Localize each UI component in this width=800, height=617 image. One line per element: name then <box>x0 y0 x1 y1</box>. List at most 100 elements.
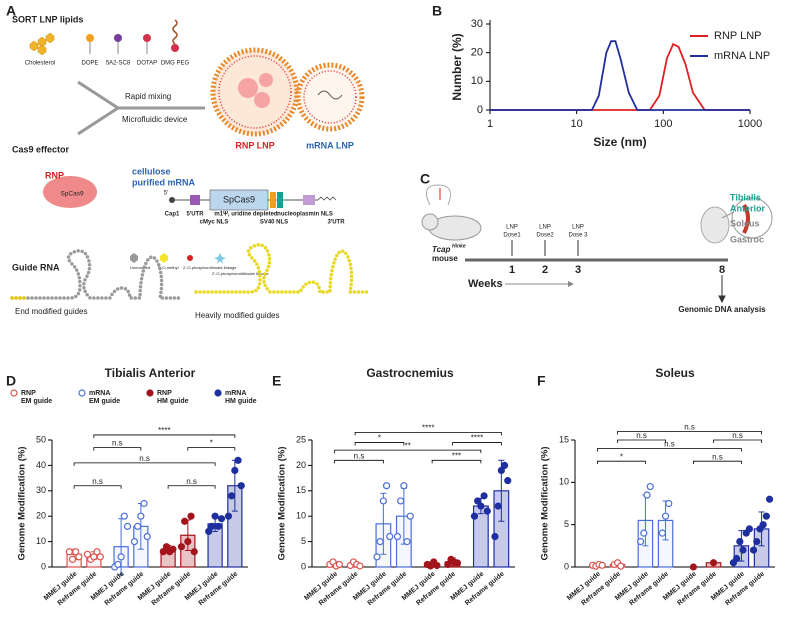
y-tick-label: 10 <box>36 536 46 546</box>
lipid-name: DOPE <box>81 61 98 67</box>
significance-label: n.s <box>186 477 197 486</box>
legend-label: RNP <box>21 390 36 397</box>
data-point <box>169 545 177 553</box>
lnp-icons <box>210 47 365 137</box>
cas9-title: Cas9 effector <box>12 144 70 154</box>
muscle-label: Gastroc <box>730 234 764 244</box>
mrna-title: cellulose <box>132 166 171 176</box>
data-point <box>190 548 198 556</box>
guide-legend: 2'-O-phosphorodithioate linkage <box>212 271 269 276</box>
significance-label: * <box>378 434 381 443</box>
week-label: 2 <box>542 264 548 276</box>
chart-title: Soleus <box>655 366 695 380</box>
significance-bracket <box>693 460 742 465</box>
legend-label: EM guide <box>21 398 52 405</box>
significance-label: * <box>210 439 213 448</box>
significance-bracket <box>452 442 502 446</box>
data-point <box>433 561 441 570</box>
construct-label: SV40 NLS <box>260 220 288 226</box>
data-point <box>137 512 145 520</box>
significance-bracket <box>597 448 742 452</box>
mouse-label: Hinke <box>452 243 466 249</box>
significance-label: ** <box>405 441 411 450</box>
dose-label: LNP <box>506 225 518 231</box>
y-tick-label: 0 <box>564 561 569 571</box>
data-point <box>640 529 648 537</box>
data-point <box>444 560 452 569</box>
x-tick-label: 10 <box>571 118 583 130</box>
construct-label: m1Ψ, uridine depleted <box>214 212 278 218</box>
guide-title: Guide RNA <box>12 262 60 272</box>
significance-bracket <box>167 485 216 489</box>
data-point <box>753 537 761 546</box>
data-point <box>661 512 670 520</box>
significance-bracket <box>597 460 646 465</box>
data-point <box>617 562 625 570</box>
microfluidic-lines <box>77 80 205 136</box>
significance-bracket <box>334 449 482 454</box>
lipid-name: DMG PEG <box>161 61 190 67</box>
data-point <box>500 461 509 469</box>
significance-label: **** <box>422 423 434 432</box>
data-point <box>453 559 461 567</box>
significance-bracket <box>93 434 236 438</box>
legend-label: RNP <box>157 390 172 397</box>
data-point <box>217 515 226 523</box>
data-point <box>68 555 77 563</box>
significance-label: * <box>620 452 623 461</box>
line-series <box>490 40 750 111</box>
panel-label: A <box>6 3 16 19</box>
data-point <box>393 532 402 541</box>
data-point <box>762 512 770 520</box>
significance-label: **** <box>158 426 170 435</box>
panel-a: SORT LNP lipids Cholesterol DOPE 5A2-SC8… <box>10 14 372 320</box>
y-axis-label: Genome Modification (%) <box>540 447 551 561</box>
x-axis-label: Size (nm) <box>593 135 646 149</box>
data-point <box>120 512 128 520</box>
significance-label: **** <box>471 434 483 443</box>
significance-label: n.s <box>712 452 723 461</box>
data-point <box>477 502 485 510</box>
y-tick-label: 15 <box>559 434 569 444</box>
data-point <box>483 507 491 515</box>
legend-label: mRNA <box>89 390 110 397</box>
significance-bracket <box>713 439 762 443</box>
data-point <box>397 497 405 505</box>
data-point <box>228 492 236 500</box>
mrna-title: purified mRNA <box>132 177 196 187</box>
data-point <box>187 512 195 520</box>
data-point <box>598 561 606 569</box>
data-point <box>177 543 186 551</box>
data-point <box>162 543 171 551</box>
chart-title: Tibialis Anterior <box>105 366 196 380</box>
lipids-title: SORT LNP lipids <box>12 14 83 24</box>
data-point <box>234 456 242 464</box>
data-point <box>709 559 718 567</box>
rnp-protein: SpCas9 <box>60 191 84 198</box>
data-point <box>765 495 774 503</box>
data-point <box>140 499 148 508</box>
data-point <box>184 537 192 546</box>
data-point <box>382 482 391 490</box>
data-point <box>214 522 222 530</box>
data-point <box>373 553 381 561</box>
lipid-name: DOTAP <box>137 61 157 67</box>
legend-label: mRNA LNP <box>714 50 770 62</box>
lnp-label: mRNA LNP <box>306 140 354 150</box>
data-point <box>72 548 80 556</box>
legend-label: mRNA <box>225 390 246 397</box>
y-tick-label: 50 <box>36 434 46 444</box>
guide-legend: Unmodified <box>130 265 150 270</box>
construct-label: Cap1 <box>165 212 180 218</box>
analysis-label: Genomic DNA analysis <box>678 305 766 314</box>
significance-label: n.s <box>92 477 103 486</box>
dose-label: Dose1 <box>503 233 521 239</box>
mixing-label: Microfluidic device <box>122 115 188 124</box>
guide-legend-icons <box>130 253 226 264</box>
y-tick-label: 20 <box>296 460 306 470</box>
dose-arrows <box>505 240 726 304</box>
data-point <box>497 466 505 475</box>
construct-label: 5' <box>164 191 168 197</box>
data-point <box>65 548 73 556</box>
panel-label: F <box>537 373 546 389</box>
